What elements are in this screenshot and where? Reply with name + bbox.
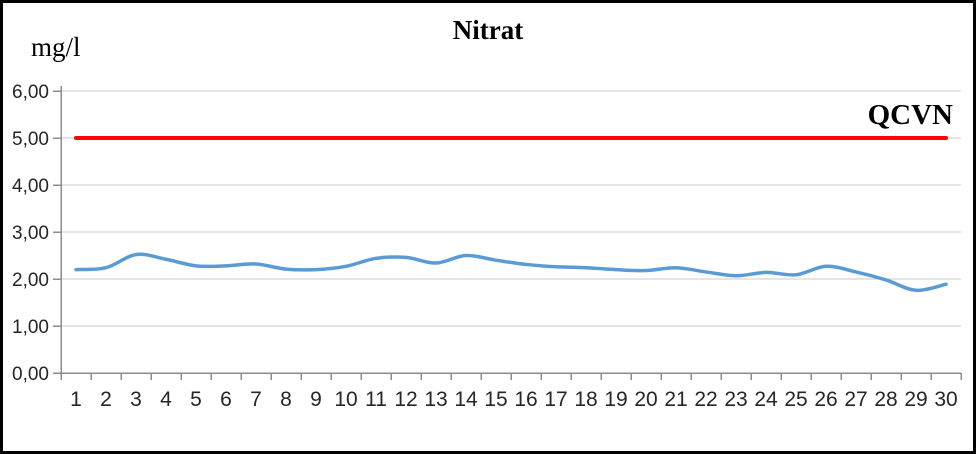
x-tick-label: 20 [634,388,657,411]
qcvn-annotation: QCVN [867,99,953,131]
y-tick-label: 0,00 [12,364,49,385]
x-tick-label: 5 [190,388,202,411]
x-tick-label: 25 [784,388,807,411]
x-tick-label: 7 [250,388,262,411]
x-tick-label: 14 [454,388,478,411]
x-tick-label: 26 [814,388,837,411]
chart-title: Nitrat [452,15,524,45]
y-axis-unit-label: mg/l [31,32,81,62]
x-tick-label: 15 [484,388,507,411]
x-tick-label: 17 [544,388,567,411]
x-tick-label: 4 [160,388,172,411]
x-tick-label: 1 [70,388,82,411]
x-tick-label: 21 [664,388,687,411]
x-tick-label: 29 [904,388,927,411]
x-tick-label: 16 [514,388,537,411]
x-tick-label: 28 [874,388,897,411]
y-tick-label: 4,00 [12,176,49,197]
x-tick-label: 2 [100,388,112,411]
x-tick-label: 30 [934,388,957,411]
x-tick-label: 13 [424,388,447,411]
x-tick-label: 8 [280,388,292,411]
x-tick-label: 12 [394,388,417,411]
y-tick-label: 1,00 [12,317,49,338]
y-tick-label: 6,00 [12,82,49,103]
x-tick-label: 6 [220,388,232,411]
x-tick-label: 22 [694,388,717,411]
x-tick-label: 27 [844,388,867,411]
x-tick-label: 18 [574,388,597,411]
x-tick-label: 19 [604,388,627,411]
y-tick-label: 3,00 [12,223,49,244]
x-tick-label: 11 [365,388,387,411]
nitrat-series-line [74,252,948,293]
x-tick-label: 23 [724,388,747,411]
x-tick-label: 10 [334,388,357,411]
x-tick-label: 9 [310,388,322,411]
y-tick-label: 5,00 [12,129,49,150]
plot-area: 0,001,002,003,004,005,006,001 2 3 4 5 6 7 8 9 10 1… [12,82,962,411]
y-tick-label: 2,00 [12,270,49,291]
x-tick-label: 3 [130,388,142,411]
x-tick-label: 24 [754,388,778,411]
